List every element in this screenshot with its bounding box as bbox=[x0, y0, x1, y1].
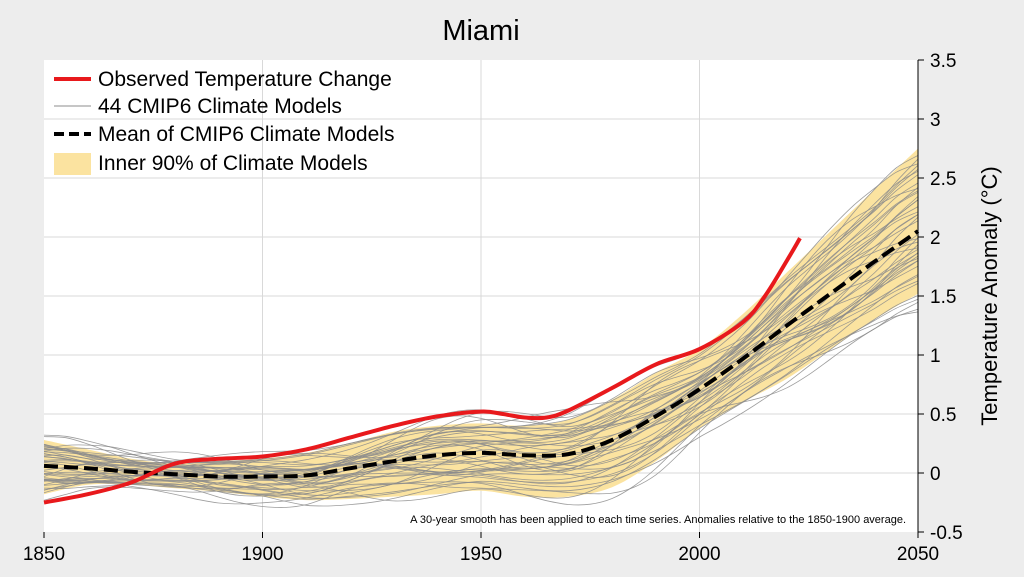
chart-note: A 30-year smooth has been applied to eac… bbox=[410, 514, 906, 526]
y-tick-label: -0.5 bbox=[930, 523, 963, 544]
x-tick-label: 1850 bbox=[23, 544, 65, 565]
model-line bbox=[43, 298, 919, 500]
model-line bbox=[43, 188, 919, 473]
model-line bbox=[43, 191, 919, 473]
y-tick-label: 3.5 bbox=[930, 51, 956, 72]
y-tick-label: 2 bbox=[930, 228, 941, 249]
y-tick-label: 2.5 bbox=[930, 169, 956, 190]
model-line bbox=[43, 265, 919, 495]
legend: Observed Temperature Change 44 CMIP6 Cli… bbox=[54, 68, 394, 175]
model-line bbox=[43, 241, 919, 492]
axis-layer: 1850 1900 1950 2000 2050-0.5 0 0.5 1 1.5 2 2.5 3 3.5 bbox=[23, 51, 963, 565]
model-line bbox=[43, 275, 919, 490]
model-line bbox=[43, 258, 919, 497]
series-layer bbox=[43, 229, 920, 505]
model-line bbox=[43, 311, 919, 506]
model-line bbox=[43, 199, 919, 470]
model-line bbox=[43, 301, 919, 508]
y-axis-label: Temperature Anomaly (°C) bbox=[977, 166, 1002, 425]
model-line bbox=[43, 186, 919, 481]
mean-models-line bbox=[43, 229, 920, 479]
model-line bbox=[43, 199, 919, 471]
model-line bbox=[43, 158, 919, 475]
legend-label-models: 44 CMIP6 Climate Models bbox=[98, 95, 342, 118]
y-tick-label: 0 bbox=[930, 464, 941, 485]
legend-label-band: Inner 90% of Climate Models bbox=[98, 152, 368, 175]
y-tick-label: 3 bbox=[930, 110, 941, 131]
y-tick-label: 1.5 bbox=[930, 287, 956, 308]
model-line bbox=[43, 214, 919, 481]
model-line bbox=[43, 247, 919, 488]
y-tick-label: 0.5 bbox=[930, 405, 956, 426]
x-tick-label: 2000 bbox=[678, 544, 720, 565]
y-tick-label: 1 bbox=[930, 346, 941, 367]
x-tick-label: 1950 bbox=[460, 544, 502, 565]
model-line bbox=[43, 295, 919, 507]
model-line bbox=[43, 190, 919, 469]
x-tick-label: 1900 bbox=[241, 544, 283, 565]
observed-line bbox=[43, 237, 802, 505]
x-tick-label: 2050 bbox=[897, 544, 939, 565]
legend-swatch-band bbox=[54, 153, 91, 175]
legend-label-observed: Observed Temperature Change bbox=[98, 68, 392, 91]
legend-label-mean: Mean of CMIP6 Climate Models bbox=[98, 123, 394, 146]
chart-title: Miami bbox=[442, 15, 519, 47]
